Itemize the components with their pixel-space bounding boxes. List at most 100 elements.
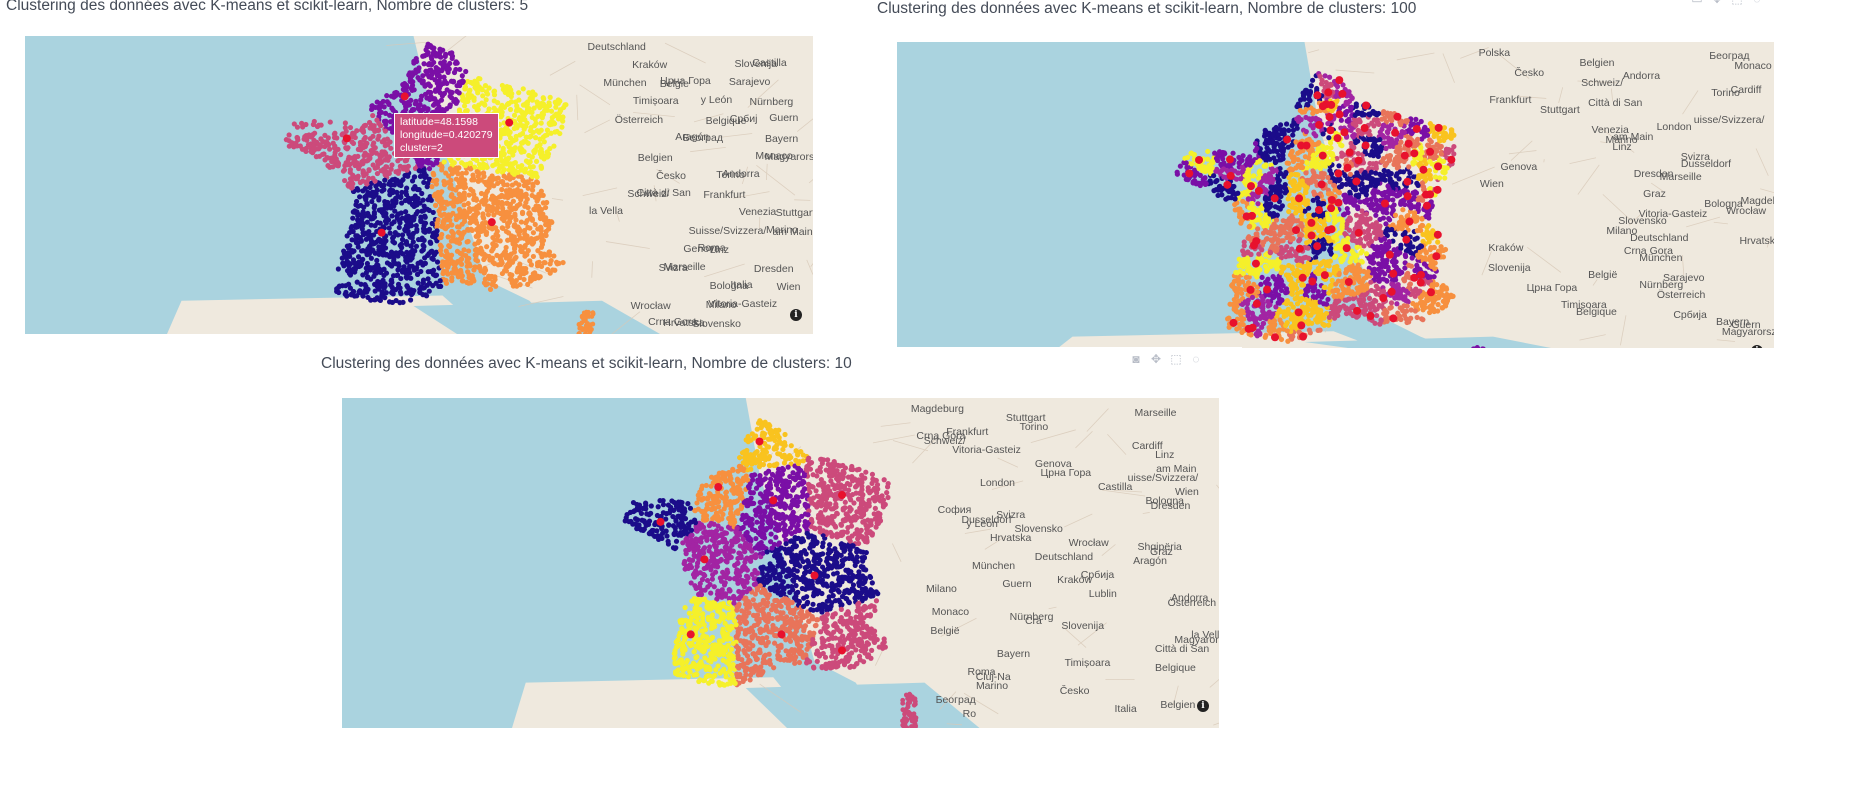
- data-point: [508, 93, 514, 100]
- data-point: [384, 93, 390, 99]
- road-line: [605, 241, 650, 249]
- data-point: [504, 200, 510, 206]
- road-line: [1569, 157, 1597, 165]
- data-point: [1302, 292, 1308, 298]
- data-point: [354, 293, 360, 299]
- data-point: [462, 86, 468, 92]
- road-line: [518, 296, 564, 307]
- data-point: [433, 232, 440, 238]
- data-point: [366, 175, 372, 181]
- data-point: [555, 113, 561, 119]
- data-point: [376, 181, 382, 187]
- road-line: [615, 209, 620, 222]
- data-point: [507, 271, 513, 278]
- data-point: [498, 105, 504, 112]
- place-label: am Main: [772, 226, 812, 238]
- data-point: [405, 220, 411, 227]
- map-5-clusters[interactable]: Deutschland Belgie Belgique Belgien Frankfur…: [25, 36, 813, 334]
- data-point: [389, 177, 396, 183]
- data-point: [1280, 238, 1286, 244]
- place-label: Città di San: [637, 187, 691, 199]
- data-point: [360, 144, 367, 151]
- data-point: [380, 224, 386, 230]
- data-point: [459, 170, 465, 177]
- data-point: [500, 179, 506, 185]
- road-line: [582, 187, 618, 197]
- data-point: [426, 251, 432, 257]
- data-point: [463, 170, 469, 176]
- data-point: [1290, 127, 1297, 133]
- pan-icon[interactable]: ✥: [1710, 0, 1724, 6]
- data-point: [377, 160, 383, 166]
- data-point: [470, 218, 476, 224]
- data-point: [434, 220, 440, 227]
- data-point: [440, 259, 446, 265]
- data-point: [502, 268, 508, 274]
- camera-icon[interactable]: ▭: [1690, 0, 1704, 6]
- data-point: [426, 280, 433, 286]
- data-point: [320, 138, 326, 145]
- data-point: [420, 197, 426, 203]
- data-point: [370, 142, 376, 148]
- data-point: [372, 288, 378, 294]
- data-point: [465, 200, 471, 207]
- data-point: [436, 72, 442, 78]
- data-point: [485, 182, 491, 188]
- data-point: [576, 331, 582, 334]
- data-point: [1313, 254, 1319, 261]
- data-point: [395, 232, 401, 238]
- map-100-clusters[interactable]: PolskaCardiffLondonDusseldorfMagdeburgDe…: [897, 42, 1774, 348]
- data-point: [451, 203, 457, 209]
- data-point: [399, 189, 405, 196]
- data-point: [497, 150, 504, 156]
- data-point: [332, 158, 339, 164]
- data-point: [467, 263, 473, 269]
- data-point: [365, 246, 371, 252]
- data-point: [525, 238, 532, 244]
- data-point: [1234, 292, 1240, 299]
- data-point: [538, 154, 545, 160]
- data-point: [367, 155, 373, 161]
- data-point: [1357, 199, 1363, 205]
- place-label: Kraków: [632, 59, 667, 71]
- data-point: [1288, 221, 1294, 227]
- place-label: la Vella: [589, 205, 623, 217]
- data-point: [543, 228, 549, 235]
- attribution-info-icon[interactable]: i: [790, 309, 802, 321]
- data-point: [469, 227, 475, 233]
- data-point: [399, 200, 405, 206]
- place-label: Црна Гора: [660, 75, 711, 87]
- data-point: [395, 170, 401, 176]
- data-point: [529, 216, 535, 222]
- data-point: [484, 188, 491, 194]
- road-line: [693, 113, 724, 123]
- data-point: [416, 168, 422, 174]
- data-point: [1392, 231, 1398, 237]
- map-100-canvas[interactable]: PolskaCardiffLondonDusseldorfMagdeburgDe…: [897, 42, 1774, 348]
- data-point: [1289, 204, 1295, 210]
- data-point: [1358, 303, 1364, 309]
- data-point: [1290, 304, 1296, 310]
- data-point: [531, 105, 537, 111]
- place-label: Magyarország: [765, 151, 813, 163]
- road-line: [810, 263, 813, 267]
- data-point: [350, 160, 356, 166]
- data-point: [425, 276, 431, 282]
- data-point: [537, 234, 544, 240]
- data-point: [542, 204, 549, 211]
- data-point: [498, 114, 504, 120]
- data-point: [357, 179, 363, 186]
- road-line: [690, 146, 726, 153]
- data-point: [392, 208, 398, 214]
- data-point: [480, 93, 486, 99]
- centroid-marker: [377, 228, 386, 237]
- data-point: [325, 155, 331, 161]
- data-point: [415, 159, 421, 165]
- data-point: [419, 190, 425, 197]
- box-select-icon[interactable]: ⬚: [1730, 0, 1744, 6]
- lasso-icon[interactable]: ◌: [1750, 0, 1764, 6]
- data-point: [374, 170, 381, 177]
- map-5-canvas[interactable]: DeutschlandBelgieBelgiqueBelgienFrankfur…: [25, 36, 813, 334]
- data-point: [391, 203, 397, 209]
- data-point: [386, 100, 392, 107]
